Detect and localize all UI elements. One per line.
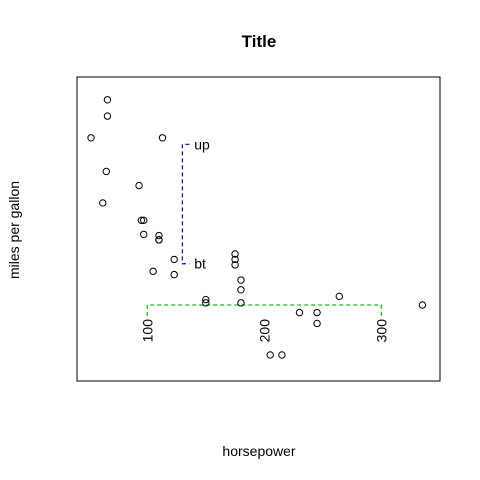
data-point-22 [202, 295, 210, 304]
data-point-17 [231, 255, 239, 264]
bracket-layer [146, 143, 383, 316]
x-tick-layer: 100 200 300 [139, 319, 389, 343]
x-tick-label-0: 100 [139, 319, 155, 343]
data-point-5 [135, 181, 143, 190]
plot-frame [76, 76, 441, 382]
horizontal-bracket-1 [146, 304, 383, 316]
data-point-26 [313, 308, 321, 317]
data-point-9 [140, 230, 148, 239]
data-point-2 [87, 134, 95, 142]
data-point-23 [202, 299, 210, 307]
vertical-bracket-0 [181, 143, 190, 265]
point-layer [87, 96, 427, 359]
data-point-1 [103, 112, 112, 120]
data-point-3 [158, 134, 167, 142]
data-point-20 [237, 286, 245, 294]
y-axis-label: miles per gallon [6, 181, 22, 279]
data-point-4 [102, 167, 110, 176]
data-point-27 [313, 319, 321, 328]
data-point-21 [237, 299, 245, 307]
data-point-24 [335, 292, 343, 301]
annotation-up: up [194, 136, 210, 152]
annotation-bt: bt [194, 256, 206, 272]
data-point-18 [231, 261, 239, 269]
annotation-layer: up bt [194, 136, 210, 271]
data-point-6 [99, 199, 107, 207]
x-tick-label-2: 300 [373, 319, 389, 343]
chart-title: Title [242, 32, 277, 51]
data-point-10 [155, 231, 163, 240]
data-point-13 [170, 255, 178, 264]
data-point-12 [155, 236, 163, 244]
data-point-16 [231, 250, 239, 258]
data-point-7 [137, 216, 146, 225]
data-point-19 [237, 276, 245, 284]
data-point-0 [103, 96, 112, 104]
data-point-25 [295, 308, 304, 317]
data-point-14 [149, 267, 157, 276]
data-point-15 [170, 270, 178, 279]
x-tick-label-1: 200 [256, 319, 272, 343]
data-point-29 [266, 351, 274, 359]
data-point-8 [140, 216, 148, 225]
data-point-28 [418, 301, 427, 309]
x-axis-label: horsepower [222, 443, 295, 459]
data-point-30 [278, 351, 286, 359]
